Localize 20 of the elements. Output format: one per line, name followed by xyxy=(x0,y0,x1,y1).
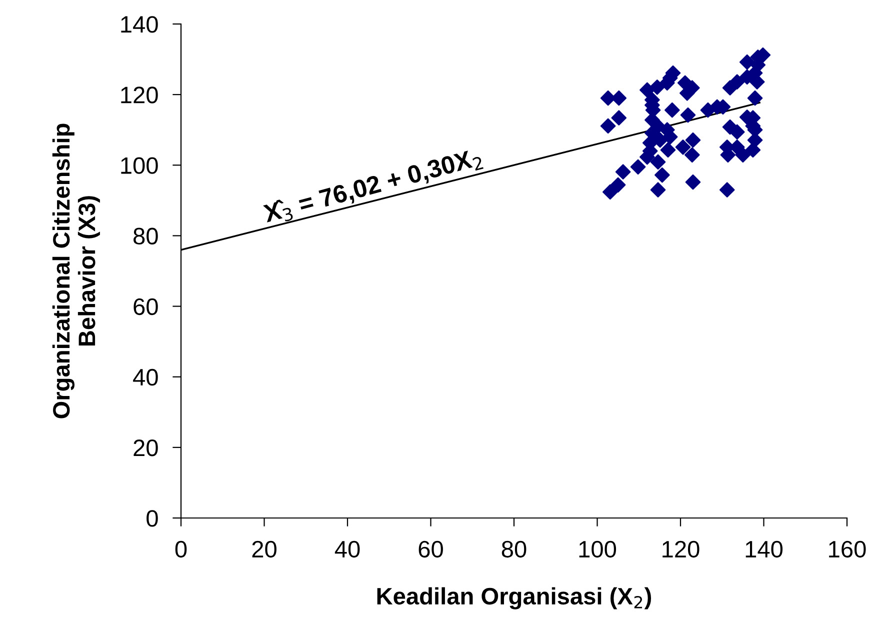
x-tick-label: 140 xyxy=(746,540,783,558)
y-tick-label: 140 xyxy=(121,16,158,33)
x-tick-label: 60 xyxy=(418,540,443,558)
y-tick-label: 20 xyxy=(134,439,158,456)
y-tick-label: 80 xyxy=(134,228,158,244)
x-tick-label: 80 xyxy=(502,540,526,558)
x-tick-label: 40 xyxy=(334,540,360,558)
x-tick-label: 120 xyxy=(662,540,700,558)
x-tick-label: 100 xyxy=(579,540,616,558)
y-tick-label: 40 xyxy=(133,368,158,386)
annotation: X̂$_{3}$ = 76,02 + 0,30X$_{2}$ xyxy=(262,146,484,227)
y-tick-label: 120 xyxy=(121,86,158,104)
x-axis-title: Keadilan Organisasi (X$_{2}$) xyxy=(377,587,652,610)
x-tick-label: 160 xyxy=(829,540,866,558)
y-tick-label: 60 xyxy=(134,298,158,316)
y-axis-title: Organizational Citizenship Behavior (X3) xyxy=(52,124,100,418)
y-tick-label: 100 xyxy=(121,157,158,174)
y-tick-label: 0 xyxy=(146,510,158,527)
x-tick-label: 0 xyxy=(175,540,187,558)
x-tick-label: 20 xyxy=(252,540,276,558)
